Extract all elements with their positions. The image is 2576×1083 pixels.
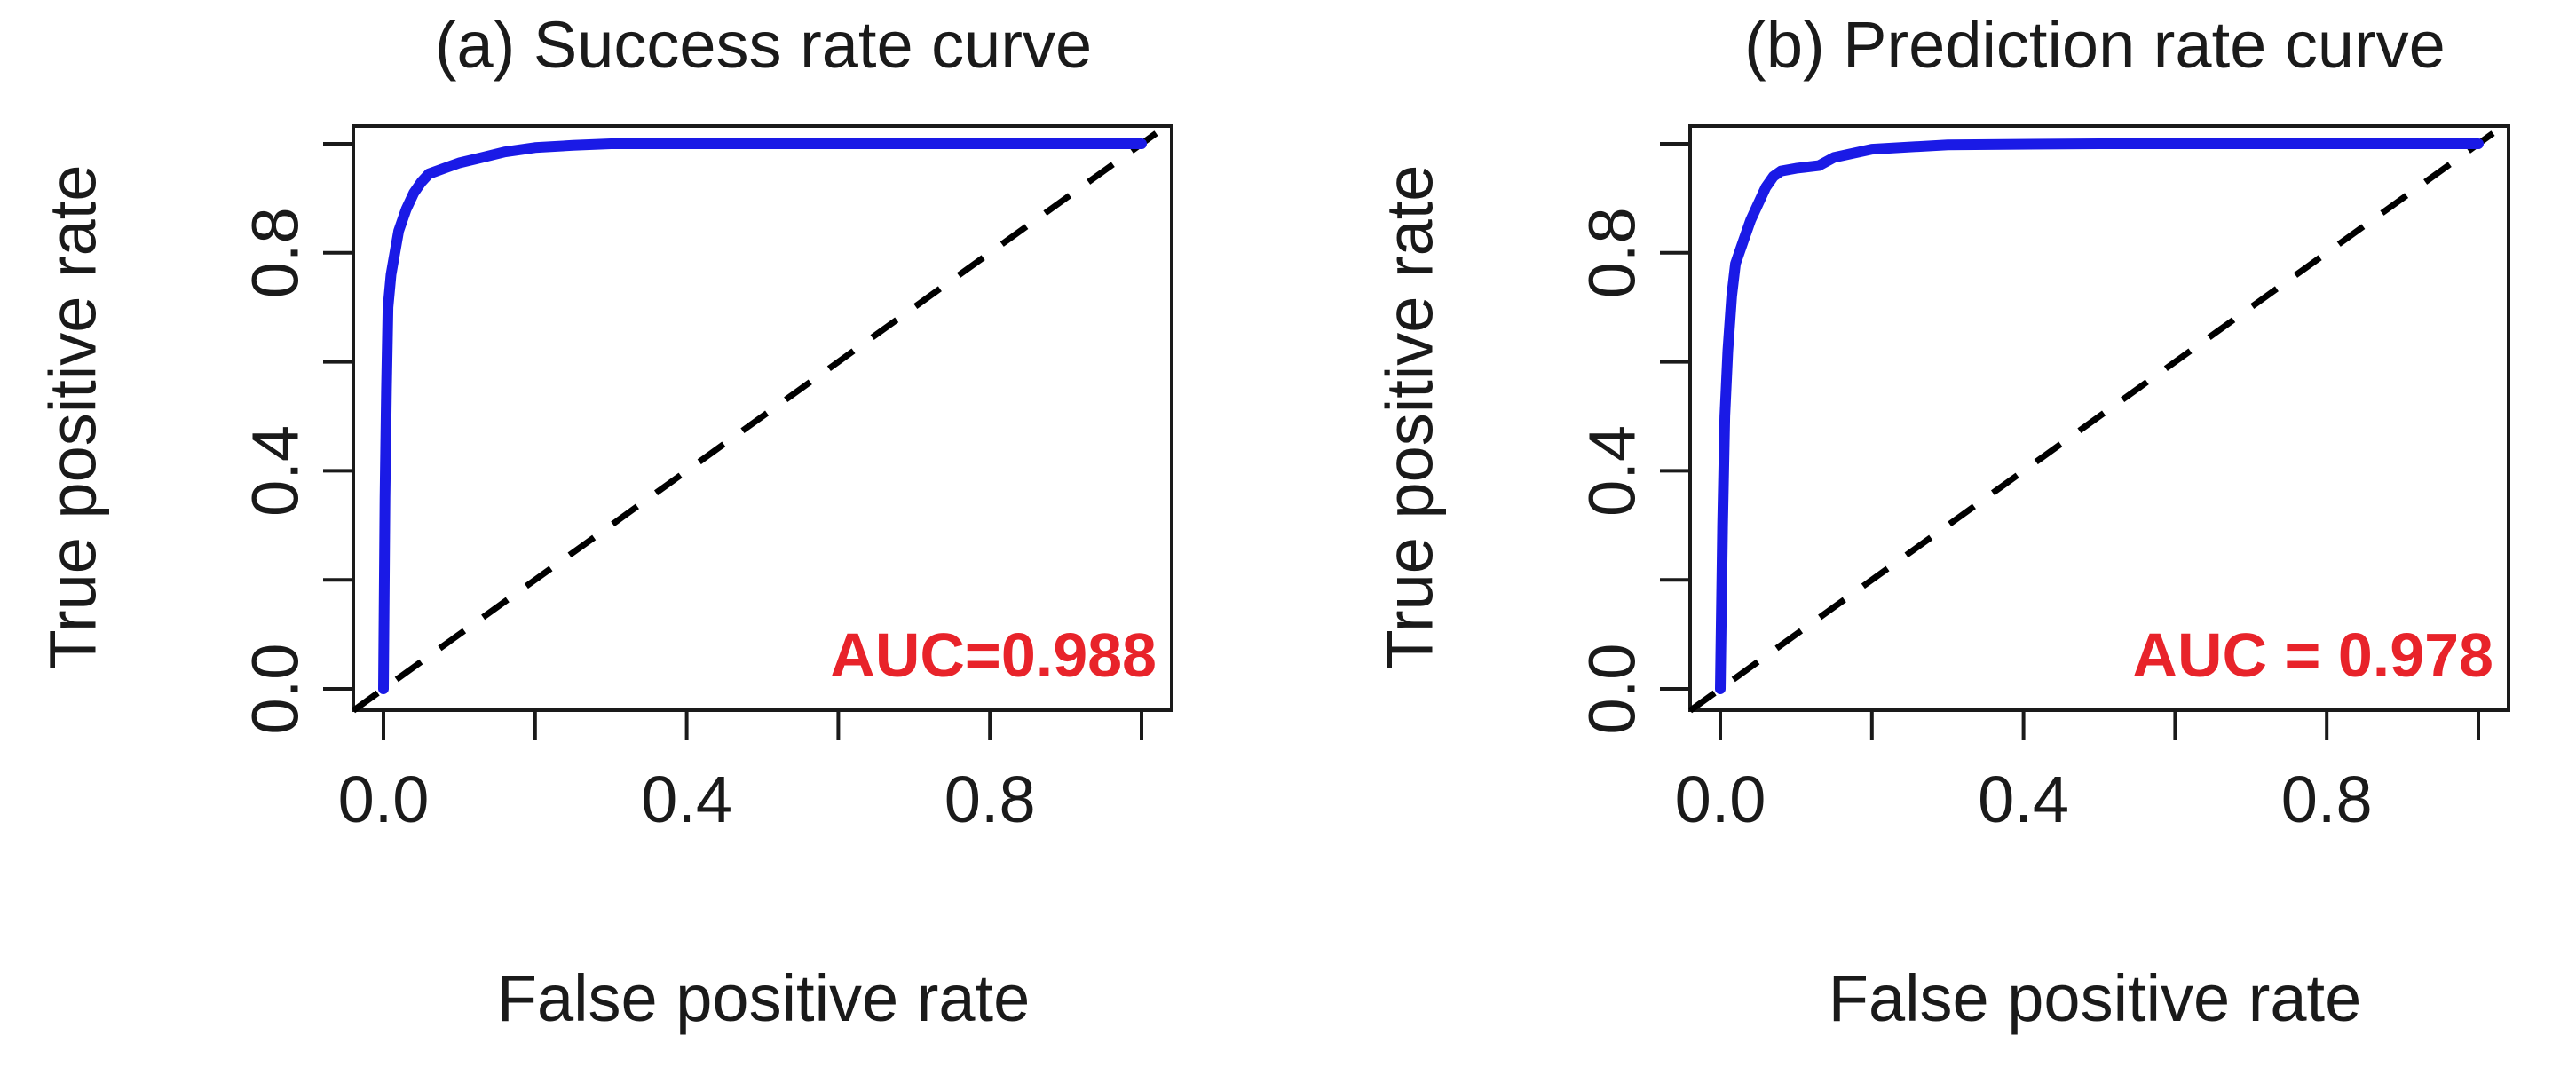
y-tick-label: 0.8: [1576, 207, 1649, 298]
plot-frame: [1688, 124, 2510, 712]
x-tick-label: 0.8: [944, 763, 1036, 836]
y-tick-label: 0.4: [1576, 425, 1649, 517]
panel-prediction-rate: (b) Prediction rate curve 0.0 0.4 0.8 0.0 0.4…: [1373, 8, 2511, 1035]
y-axis-label: True positive rate: [36, 165, 110, 670]
y-tick-label: 0.8: [239, 207, 312, 298]
x-tick-label: 0.8: [2281, 763, 2373, 836]
auc-annotation: AUC=0.988: [830, 621, 1157, 690]
x-axis-label: False positive rate: [1829, 961, 2362, 1035]
x-tick-label: 0.4: [1978, 763, 2069, 836]
roc-curve: [1715, 138, 2484, 694]
y-tick-label: 0.0: [1576, 644, 1649, 735]
diagonal-reference-line: [1687, 119, 2511, 714]
x-axis-label: False positive rate: [497, 961, 1031, 1035]
x-tick-label: 0.0: [338, 763, 430, 836]
panel-success-rate: (a) Success rate curve 0.0 0.4 0.8 0.0 0.4 0.8…: [36, 8, 1174, 1035]
y-axis-label: True positive rate: [1373, 165, 1447, 670]
roc-curve: [378, 138, 1147, 694]
chart-title: (a) Success rate curve: [435, 8, 1092, 82]
diagonal-reference-line: [351, 119, 1174, 714]
plot-frame: [352, 124, 1173, 712]
chart-title: (b) Prediction rate curve: [1744, 8, 2446, 82]
y-tick-label: 0.0: [239, 644, 312, 735]
x-tick-label: 0.4: [641, 763, 732, 836]
x-tick-label: 0.0: [1675, 763, 1766, 836]
auc-annotation: AUC = 0.978: [2132, 621, 2493, 690]
y-tick-label: 0.4: [239, 425, 312, 517]
